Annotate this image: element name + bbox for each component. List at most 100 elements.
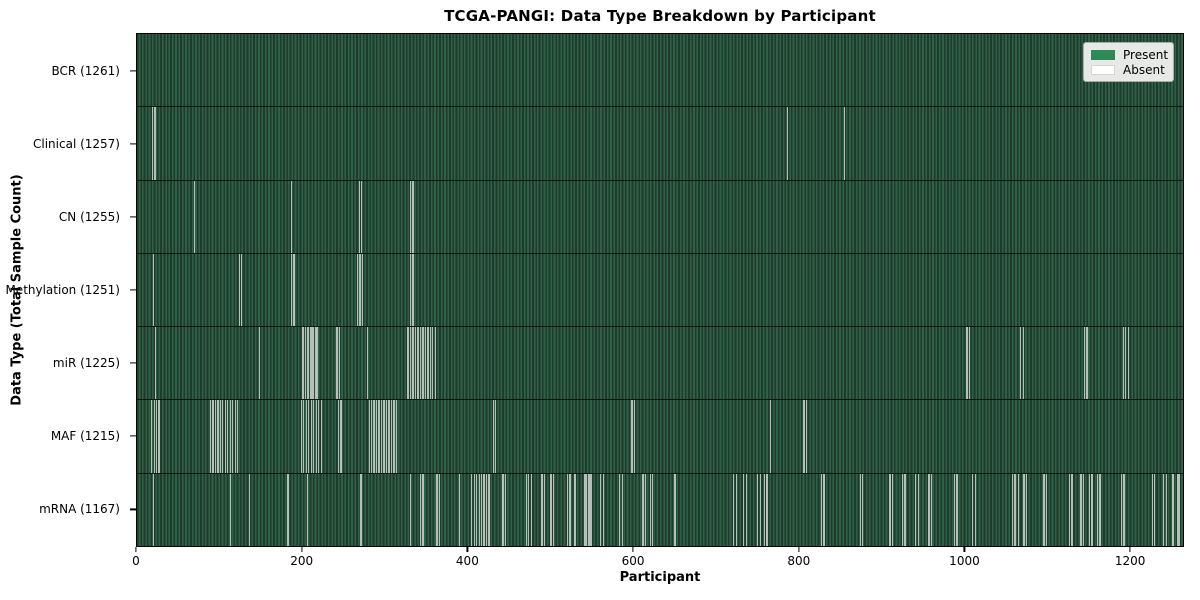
absent-mark [313, 327, 315, 400]
x-tick-mark [135, 547, 137, 552]
absent-mark [733, 473, 735, 546]
absent-mark [843, 107, 846, 180]
absent-mark [429, 327, 431, 400]
x-tick-mark [798, 547, 800, 552]
absent-mark [652, 473, 654, 546]
absent-mark [356, 253, 359, 327]
absent-mark [602, 473, 604, 546]
y-tick-label-MAF: MAF (1215) [50, 429, 120, 444]
absent-mark [1091, 473, 1093, 546]
y-tick-label-CN: CN (1255) [58, 209, 120, 224]
absent-mark [1178, 473, 1181, 546]
absent-mark [1122, 327, 1124, 400]
absent-mark [928, 473, 930, 546]
absent-mark [412, 327, 414, 400]
absent-mark [219, 400, 221, 473]
absent-mark [153, 400, 155, 473]
absent-mark [194, 180, 196, 253]
absent-mark [458, 473, 460, 546]
absent-mark [224, 400, 226, 473]
absent-mark [308, 400, 310, 473]
row-Methylation [137, 253, 1183, 328]
legend-present-swatch [1091, 49, 1115, 60]
row-miR [137, 327, 1183, 401]
absent-mark [359, 253, 361, 327]
absent-mark [569, 473, 571, 546]
x-tick-label-400: 400 [455, 554, 479, 568]
absent-mark [644, 473, 646, 546]
absent-mark [766, 473, 768, 546]
absent-mark [422, 327, 424, 400]
chart-title: TCGA-PANGI: Data Type Breakdown by Parti… [444, 7, 876, 25]
absent-mark [1023, 473, 1025, 546]
absent-mark [674, 473, 676, 546]
y-tick-label-BCR: BCR (1261) [51, 63, 120, 78]
absent-mark [859, 473, 861, 546]
absent-mark [1154, 473, 1156, 546]
absent-mark [917, 473, 919, 546]
y-tick-mark [130, 69, 136, 72]
absent-mark [759, 473, 761, 546]
absent-mark [417, 327, 419, 400]
absent-mark [227, 400, 229, 473]
absent-mark [287, 473, 289, 546]
absent-mark [237, 400, 239, 473]
absent-mark [293, 253, 295, 327]
y-tick-mark [130, 289, 136, 291]
y-tick-label-miR: miR (1225) [52, 356, 120, 371]
absent-mark [438, 473, 441, 546]
legend-present-label: Present [1123, 47, 1169, 62]
absent-mark [214, 400, 217, 473]
absent-mark [649, 473, 651, 546]
absent-mark [1163, 473, 1165, 546]
absent-mark [301, 327, 303, 400]
absent-mark [1165, 473, 1167, 546]
y-tick-mark [130, 362, 136, 364]
y-tick-mark [130, 508, 136, 511]
absent-mark [407, 327, 409, 400]
absent-mark [383, 400, 385, 473]
absent-mark [823, 473, 825, 546]
x-axis-label: Participant [619, 570, 701, 585]
absent-mark [313, 400, 315, 473]
absent-mark [600, 473, 602, 546]
absent-mark [316, 327, 318, 400]
absent-mark [763, 473, 766, 546]
x-tick-label-200: 200 [290, 554, 314, 568]
plot-area [136, 33, 1184, 547]
absent-mark [304, 327, 307, 400]
absent-mark [1151, 473, 1153, 546]
absent-mark [757, 473, 759, 546]
absent-mark [390, 400, 393, 473]
absent-mark [385, 400, 388, 473]
absent-mark [585, 473, 588, 546]
absent-mark [862, 473, 864, 546]
absent-mark [930, 473, 933, 546]
row-Clinical [137, 107, 1183, 181]
absent-mark [1120, 473, 1123, 546]
absent-mark [966, 327, 968, 400]
absent-mark [229, 473, 231, 546]
absent-mark [530, 473, 532, 546]
absent-mark [552, 473, 555, 546]
absent-mark [229, 400, 231, 473]
legend-absent-label: Absent [1123, 62, 1165, 77]
absent-mark [915, 473, 917, 546]
absent-mark [1043, 473, 1045, 546]
absent-mark [735, 473, 737, 546]
absent-mark [574, 473, 576, 546]
absent-mark [371, 400, 373, 473]
absent-mark [1022, 327, 1024, 400]
absent-mark [306, 473, 308, 546]
absent-mark [476, 473, 478, 546]
absent-mark [968, 327, 971, 400]
absent-mark [1014, 473, 1016, 546]
absent-mark [156, 400, 158, 473]
absent-mark [409, 253, 412, 327]
absent-mark [956, 473, 958, 546]
x-tick-label-1200: 1200 [1114, 554, 1146, 568]
absent-mark [631, 400, 633, 473]
absent-mark [1172, 473, 1174, 546]
absent-mark [972, 473, 974, 546]
absent-mark [1099, 473, 1101, 546]
